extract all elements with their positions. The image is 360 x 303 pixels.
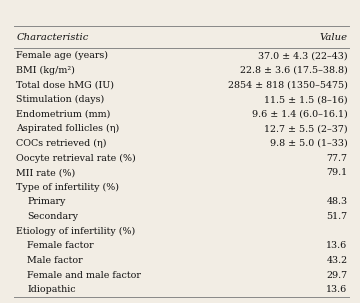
Text: Idiopathic: Idiopathic <box>27 285 76 294</box>
Text: Oocyte retrieval rate (%): Oocyte retrieval rate (%) <box>16 154 136 163</box>
Text: Total dose hMG (IU): Total dose hMG (IU) <box>16 81 114 89</box>
Text: 43.2: 43.2 <box>326 256 347 265</box>
Text: 12.7 ± 5.5 (2–37): 12.7 ± 5.5 (2–37) <box>264 124 347 133</box>
Text: Male factor: Male factor <box>27 256 83 265</box>
Text: BMI (kg/m²): BMI (kg/m²) <box>16 66 75 75</box>
Text: Type of infertility (%): Type of infertility (%) <box>16 183 119 192</box>
Text: 37.0 ± 4.3 (22–43): 37.0 ± 4.3 (22–43) <box>258 51 347 60</box>
Text: Endometrium (mm): Endometrium (mm) <box>16 110 111 119</box>
Text: Secondary: Secondary <box>27 212 78 221</box>
Text: 77.7: 77.7 <box>327 154 347 163</box>
Text: Female age (years): Female age (years) <box>16 51 108 60</box>
Text: Stimulation (days): Stimulation (days) <box>16 95 104 104</box>
Text: 29.7: 29.7 <box>326 271 347 279</box>
Text: 22.8 ± 3.6 (17.5–38.8): 22.8 ± 3.6 (17.5–38.8) <box>240 66 347 75</box>
Text: 9.6 ± 1.4 (6.0–16.1): 9.6 ± 1.4 (6.0–16.1) <box>252 110 347 119</box>
Text: 13.6: 13.6 <box>326 285 347 294</box>
Text: 51.7: 51.7 <box>326 212 347 221</box>
Text: Female and male factor: Female and male factor <box>27 271 141 279</box>
Text: 79.1: 79.1 <box>326 168 347 177</box>
Text: Value: Value <box>319 33 347 42</box>
Text: Primary: Primary <box>27 198 66 206</box>
Text: 2854 ± 818 (1350–5475): 2854 ± 818 (1350–5475) <box>228 81 347 89</box>
Text: 48.3: 48.3 <box>326 198 347 206</box>
Text: Etiology of infertility (%): Etiology of infertility (%) <box>16 227 135 236</box>
Text: Aspirated follicles (η): Aspirated follicles (η) <box>16 124 120 133</box>
Text: MII rate (%): MII rate (%) <box>16 168 76 177</box>
Text: COCs retrieved (η): COCs retrieved (η) <box>16 139 107 148</box>
Text: 9.8 ± 5.0 (1–33): 9.8 ± 5.0 (1–33) <box>270 139 347 148</box>
Text: 11.5 ± 1.5 (8–16): 11.5 ± 1.5 (8–16) <box>264 95 347 104</box>
Text: Female factor: Female factor <box>27 241 94 250</box>
Text: 13.6: 13.6 <box>326 241 347 250</box>
Text: Characteristic: Characteristic <box>16 33 89 42</box>
